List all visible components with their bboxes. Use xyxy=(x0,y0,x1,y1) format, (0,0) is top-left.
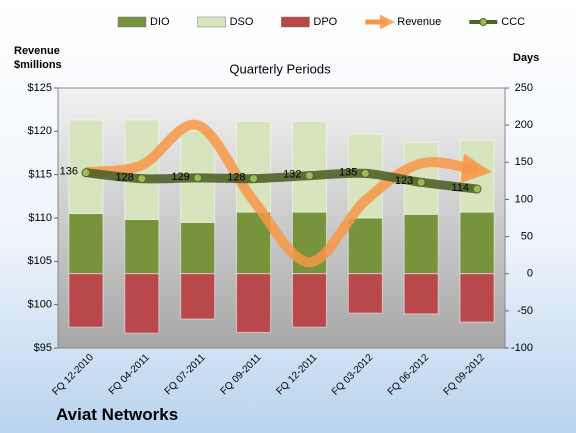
x-tick-label: FQ 04-2011 xyxy=(107,352,152,397)
x-tick-label: FQ 06-2012 xyxy=(386,352,432,398)
data-label: 135 xyxy=(339,166,357,178)
y2-tick-label: 200 xyxy=(515,119,533,131)
x-tick-label: FQ 09-2011 xyxy=(219,352,264,397)
bar xyxy=(403,213,439,275)
y2-tick-label: 100 xyxy=(515,193,533,205)
bar xyxy=(347,273,383,314)
company-name: Aviat Networks xyxy=(56,405,179,424)
point xyxy=(472,184,482,194)
bar xyxy=(68,273,104,328)
line xyxy=(85,119,492,268)
bar xyxy=(236,273,272,333)
x-tick-label: FQ 12-2010 xyxy=(50,352,96,398)
legend-swatch xyxy=(197,16,226,28)
bar xyxy=(459,139,495,213)
bar xyxy=(291,120,327,213)
bar xyxy=(459,273,495,323)
data-label: 114 xyxy=(452,182,470,194)
legend-label: DPO xyxy=(313,16,337,28)
point xyxy=(137,174,147,184)
point xyxy=(81,168,91,178)
bar xyxy=(124,218,160,275)
bar xyxy=(124,273,160,334)
point xyxy=(360,168,370,178)
y-tick-label: $115 xyxy=(28,169,52,181)
y-tick-label: $110 xyxy=(28,212,52,224)
legend-label: DIO xyxy=(150,16,170,28)
bar xyxy=(180,273,216,320)
x-tick-label: FQ 09-2012 xyxy=(442,352,488,398)
y-tick-label: $105 xyxy=(28,255,52,267)
bar xyxy=(459,211,495,275)
chart-title: Quarterly Periods xyxy=(229,61,331,76)
point xyxy=(416,177,426,187)
y2-tick-label: 50 xyxy=(521,230,533,242)
bar xyxy=(68,213,104,275)
y2-tick-label: -100 xyxy=(511,342,533,354)
bar xyxy=(347,217,383,275)
data-label: 136 xyxy=(60,166,78,178)
bar xyxy=(180,221,216,275)
y2-tick-label: 0 xyxy=(527,268,533,280)
legend-label: Revenue xyxy=(397,16,441,28)
bar xyxy=(403,273,439,315)
y-tick-label: $100 xyxy=(28,299,52,311)
line xyxy=(85,168,478,194)
data-label: 128 xyxy=(227,172,245,184)
x-tick-label: FQ 07-2011 xyxy=(163,352,208,397)
legend-swatch xyxy=(281,16,310,28)
y2-axis-title: Days xyxy=(513,52,540,64)
y2-tick-label: 250 xyxy=(515,82,533,94)
data-label: 129 xyxy=(171,171,189,183)
legend-label: CCC xyxy=(501,16,525,28)
point xyxy=(193,173,203,183)
legend-swatch xyxy=(117,16,147,28)
x-tick-label: FQ 12-2011 xyxy=(274,352,319,397)
x-tick-label: FQ 03-2012 xyxy=(330,352,376,398)
data-label: 128 xyxy=(115,172,133,184)
y2-tick-label: 150 xyxy=(515,156,533,168)
y-axis-title: Revenue $millions xyxy=(14,45,62,71)
y-tick-label: $125 xyxy=(28,82,52,94)
y-tick-label: $120 xyxy=(28,125,52,137)
y-tick-label: $95 xyxy=(34,342,52,354)
legend-label: DSO xyxy=(230,16,254,28)
data-label: 123 xyxy=(395,175,413,187)
point xyxy=(304,171,314,181)
point xyxy=(249,174,259,184)
data-label: 132 xyxy=(283,169,301,181)
y2-tick-label: -50 xyxy=(517,305,533,317)
legend-swatch xyxy=(479,18,488,26)
bar xyxy=(291,273,327,328)
